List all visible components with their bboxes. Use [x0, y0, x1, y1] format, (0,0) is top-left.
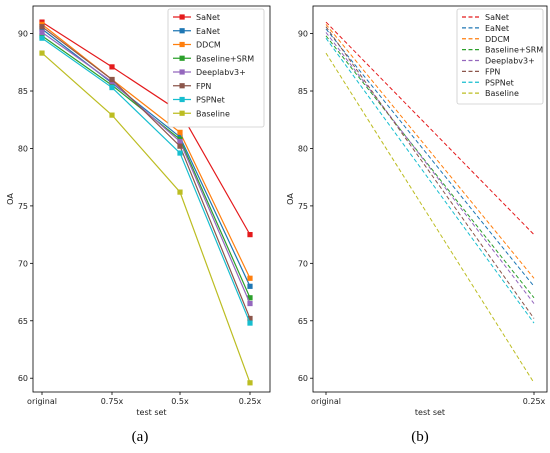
x-tick-label: 0.75x — [101, 397, 124, 406]
legend-label: PSPNet — [196, 96, 225, 105]
legend-label: Baseline+SRM — [196, 54, 254, 63]
legend-label: Baseline — [196, 109, 230, 118]
legend-box — [167, 8, 265, 128]
x-tick-label: 0.25x — [523, 397, 546, 406]
legend-swatch-marker — [179, 28, 185, 34]
legend-label: PSPNet — [485, 78, 514, 87]
x-tick-label: original — [27, 397, 57, 406]
legend-swatch-marker — [179, 41, 185, 48]
data-point-sanet — [109, 64, 115, 70]
legend-swatch-marker — [179, 96, 185, 103]
y-tick-label: 70 — [298, 259, 308, 268]
data-point-pspnet — [177, 150, 183, 156]
legend-label: FPN — [196, 82, 211, 91]
y-tick-label: 90 — [298, 30, 308, 39]
series-line-sanet — [41, 21, 251, 235]
data-point-deeplabv3- — [247, 300, 253, 307]
series-line-baseline — [41, 52, 251, 384]
data-point-baseline — [109, 112, 115, 118]
legend-label: Deeplabv3+ — [196, 68, 246, 77]
series-line-pspnet — [41, 37, 251, 324]
legend-label: Deeplabv3+ — [485, 57, 535, 66]
legend-swatch-marker — [179, 110, 185, 116]
data-point-baseline — [177, 189, 183, 195]
chart-b: 60 65 70 75 80 85 90 original 0.25x test set OA SaN… — [286, 5, 548, 417]
data-point-eanet — [247, 283, 253, 289]
data-point-fpn — [39, 24, 45, 30]
series-line-deeplabv3- — [325, 32, 535, 304]
legend-box — [456, 8, 544, 105]
plot-frame — [32, 5, 271, 393]
legend-label: DDCM — [196, 41, 221, 50]
legend-label: SaNet — [196, 13, 220, 22]
series-line-deeplabv3- — [41, 31, 251, 304]
data-point-fpn — [177, 143, 183, 149]
legend: SaNet EaNet DDCM Baseline+SRM Deeplabv3+FPN P… — [456, 8, 544, 105]
caption-b: (b) — [411, 429, 429, 445]
x-tick-label: 0.5x — [171, 397, 189, 406]
data-point-sanet — [247, 232, 253, 238]
legend-label: Baseline — [485, 89, 519, 98]
x-tick-label: 0.25x — [239, 397, 262, 406]
y-tick-label: 60 — [18, 374, 28, 383]
data-point-baseline-srm — [247, 295, 253, 301]
data-point-ddcm — [247, 275, 253, 281]
y-axis-label: OA — [6, 193, 15, 205]
legend-label: SaNet — [485, 13, 509, 22]
y-tick-label: 75 — [298, 202, 308, 211]
data-point-baseline — [247, 380, 253, 386]
y-tick-label: 60 — [298, 374, 308, 383]
x-axis-label: test set — [136, 408, 166, 417]
data-point-fpn — [109, 76, 115, 83]
y-tick-label: 85 — [298, 87, 308, 96]
series-line-baseline-srm — [325, 35, 535, 299]
legend-label: Baseline+SRM — [485, 46, 543, 55]
data-point-fpn — [247, 315, 253, 322]
series-line-ddcm — [325, 24, 535, 279]
series-line-ddcm — [41, 23, 251, 279]
legend-swatch-marker — [179, 55, 185, 61]
y-axis-label: OA — [286, 193, 295, 205]
legend-label: FPN — [485, 67, 500, 76]
x-axis-label: test set — [415, 408, 445, 417]
series-line-eanet — [325, 28, 535, 287]
x-tick-label: original — [311, 397, 341, 406]
chart-a: 60 65 70 75 80 85 90 original 0.75x 0.5x 0.25x test… — [6, 5, 271, 417]
y-tick-label: 75 — [18, 202, 28, 211]
series-line-fpn — [41, 26, 251, 319]
data-point-ddcm — [177, 129, 183, 135]
y-tick-label: 65 — [298, 317, 308, 326]
data-point-baseline — [39, 50, 45, 56]
data-point-deeplabv3- — [177, 138, 183, 145]
legend-label: EaNet — [196, 27, 220, 36]
caption-a: (a) — [132, 429, 149, 445]
legend-swatch-marker — [179, 69, 185, 75]
data-point-pspnet — [247, 320, 253, 326]
series-line-sanet — [325, 21, 535, 235]
series-line-pspnet — [325, 37, 535, 324]
legend-swatch-marker — [179, 83, 185, 89]
legend-label: DDCM — [485, 35, 510, 44]
series-line-eanet — [41, 28, 251, 287]
y-tick-label: 85 — [18, 87, 28, 96]
plot-frame — [312, 5, 548, 393]
y-tick-label: 70 — [18, 259, 28, 268]
legend-label: EaNet — [485, 24, 509, 33]
data-point-deeplabv3- — [39, 29, 45, 36]
y-tick-label: 90 — [18, 30, 28, 39]
y-tick-label: 80 — [18, 144, 28, 153]
y-tick-label: 80 — [298, 144, 308, 153]
legend: SaNet EaNet DDCM Baseline+SRM Deeplabv3+ FPN P… — [167, 8, 265, 128]
legend-swatch-marker — [179, 14, 185, 20]
series-line-fpn — [325, 26, 535, 319]
y-tick-label: 65 — [18, 317, 28, 326]
data-point-pspnet — [109, 84, 115, 91]
data-point-pspnet — [39, 35, 45, 41]
